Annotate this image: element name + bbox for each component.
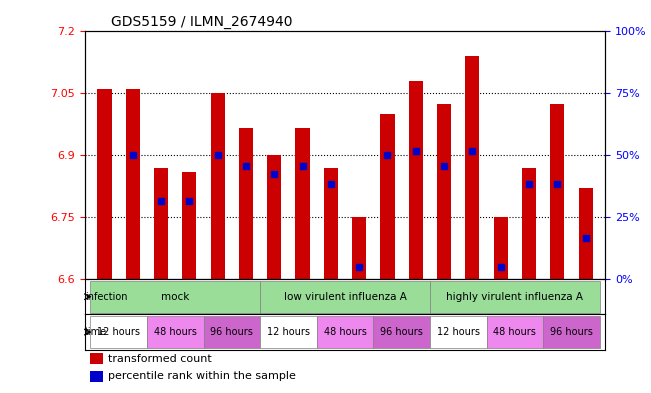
Text: infection: infection bbox=[85, 292, 128, 302]
Text: low virulent influenza A: low virulent influenza A bbox=[284, 292, 406, 302]
Text: transformed count: transformed count bbox=[108, 354, 212, 364]
Bar bbox=[409, 81, 423, 279]
FancyBboxPatch shape bbox=[204, 316, 260, 348]
Bar bbox=[550, 104, 564, 279]
Bar bbox=[493, 217, 508, 279]
FancyBboxPatch shape bbox=[373, 316, 430, 348]
Bar bbox=[154, 168, 168, 279]
Bar bbox=[380, 114, 395, 279]
Text: mock: mock bbox=[161, 292, 189, 302]
Bar bbox=[267, 155, 281, 279]
Text: 48 hours: 48 hours bbox=[324, 327, 367, 337]
Bar bbox=[522, 168, 536, 279]
Bar bbox=[126, 89, 140, 279]
Text: 12 hours: 12 hours bbox=[97, 327, 140, 337]
Text: 96 hours: 96 hours bbox=[210, 327, 253, 337]
FancyBboxPatch shape bbox=[90, 281, 260, 312]
Text: 48 hours: 48 hours bbox=[154, 327, 197, 337]
Bar bbox=[90, 353, 103, 364]
Bar bbox=[324, 168, 338, 279]
FancyBboxPatch shape bbox=[430, 281, 600, 312]
Bar bbox=[98, 89, 111, 279]
Text: highly virulent influenza A: highly virulent influenza A bbox=[447, 292, 583, 302]
Bar bbox=[182, 172, 197, 279]
FancyBboxPatch shape bbox=[486, 316, 543, 348]
Text: GDS5159 / ILMN_2674940: GDS5159 / ILMN_2674940 bbox=[111, 15, 292, 29]
Text: 12 hours: 12 hours bbox=[437, 327, 480, 337]
FancyBboxPatch shape bbox=[260, 316, 317, 348]
Bar bbox=[352, 217, 367, 279]
Text: 48 hours: 48 hours bbox=[493, 327, 536, 337]
Text: 12 hours: 12 hours bbox=[267, 327, 310, 337]
FancyBboxPatch shape bbox=[317, 316, 373, 348]
Text: percentile rank within the sample: percentile rank within the sample bbox=[108, 371, 296, 381]
Text: 96 hours: 96 hours bbox=[380, 327, 423, 337]
FancyBboxPatch shape bbox=[260, 281, 430, 312]
FancyBboxPatch shape bbox=[430, 316, 486, 348]
FancyBboxPatch shape bbox=[147, 316, 204, 348]
Bar bbox=[296, 129, 310, 279]
Bar bbox=[437, 104, 451, 279]
FancyBboxPatch shape bbox=[90, 316, 147, 348]
Bar bbox=[465, 56, 480, 279]
FancyBboxPatch shape bbox=[543, 316, 600, 348]
Bar bbox=[239, 129, 253, 279]
Bar bbox=[579, 188, 592, 279]
Text: 96 hours: 96 hours bbox=[550, 327, 593, 337]
Text: time: time bbox=[85, 327, 107, 337]
Bar bbox=[210, 94, 225, 279]
Bar bbox=[90, 371, 103, 382]
